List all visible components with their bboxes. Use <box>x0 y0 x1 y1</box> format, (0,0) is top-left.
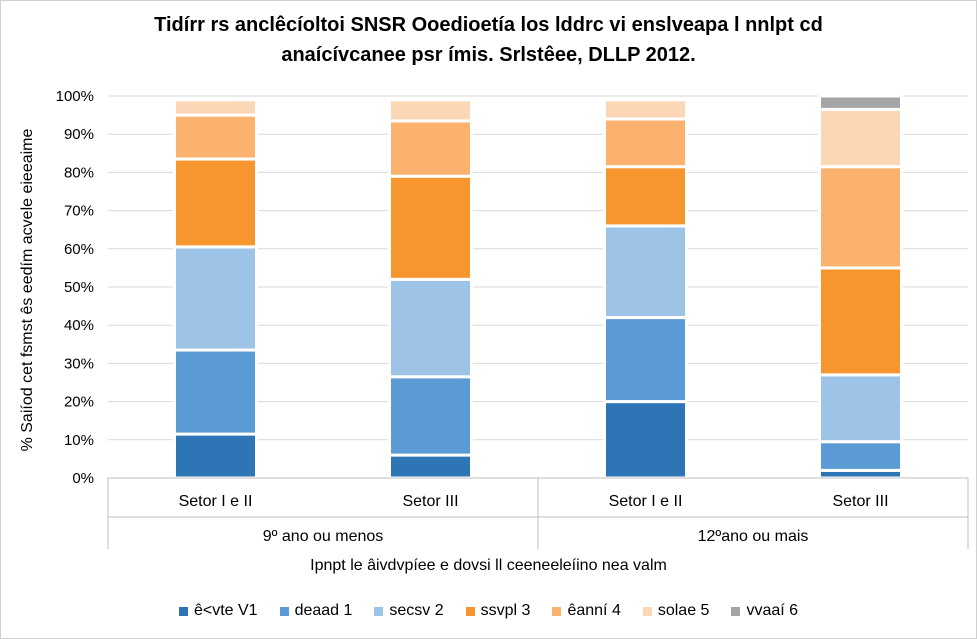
bar-segment <box>173 245 258 352</box>
legend-swatch <box>465 606 475 616</box>
legend-label: ssvpl 3 <box>480 602 531 619</box>
bar-segment <box>173 98 258 117</box>
legend-swatch <box>552 606 562 616</box>
bar-segment <box>173 348 258 436</box>
bar-segment <box>603 316 688 404</box>
y-tick-label: 100% <box>56 88 94 105</box>
legend-item: secsv 2 <box>374 602 444 620</box>
legend-swatch <box>279 606 289 616</box>
legend-item: ê<vte V1 <box>178 602 258 620</box>
legend-item: solae 5 <box>642 602 710 620</box>
legend-swatch <box>642 606 652 616</box>
bar-segment <box>818 440 903 472</box>
legend-label: vvaaí 6 <box>746 602 799 619</box>
bar-segment <box>603 117 688 169</box>
bar-segment <box>603 224 688 320</box>
bar-segment <box>603 165 688 228</box>
legend-label: êanní 4 <box>567 602 621 619</box>
legend-label: solae 5 <box>657 602 710 619</box>
bar-segment <box>173 157 258 249</box>
y-tick-label: 20% <box>64 394 94 411</box>
x-tick-label: Setor I e II <box>609 493 683 510</box>
bar-segment <box>818 373 903 444</box>
legend-item: vvaaí 6 <box>731 602 798 620</box>
y-tick-label: 30% <box>64 355 94 372</box>
bar-segment <box>388 174 473 281</box>
legend-swatch <box>374 606 384 616</box>
bar-segment <box>603 98 688 121</box>
x-axis-label: Ipnpt le âivdvpíee e dovsi ll ceeneeleíi… <box>310 557 667 574</box>
legend-item: deaad 1 <box>279 602 353 620</box>
legend-label: secsv 2 <box>389 602 444 619</box>
y-tick-label: 70% <box>64 203 94 220</box>
bar-segment <box>818 165 903 270</box>
legend-label: deaad 1 <box>294 602 353 619</box>
bar-segment <box>173 432 258 480</box>
y-tick-label: 50% <box>64 279 94 296</box>
legend-swatch <box>178 606 188 616</box>
chart-title-line-1: Tidírr rs anclêcíoltoi SNSR Ooedioetía l… <box>154 14 823 36</box>
bar-segment <box>388 375 473 457</box>
chart-title-line-2: anaícívcanee psr ímis. Srlstêee, DLLP 20… <box>281 44 696 66</box>
bar-segment <box>818 107 903 169</box>
bar-segment <box>818 266 903 377</box>
legend-label: ê<vte V1 <box>193 602 258 619</box>
x-tick-label: Setor III <box>832 493 888 510</box>
y-tick-label: 0% <box>72 470 94 487</box>
group-label: 9º ano ou menos <box>263 528 384 545</box>
x-tick-label: Setor I e II <box>179 493 253 510</box>
y-tick-label: 80% <box>64 164 94 181</box>
y-tick-label: 90% <box>64 126 94 143</box>
x-tick-label: Setor III <box>402 493 458 510</box>
bar-segment <box>388 277 473 379</box>
bar-segment <box>818 94 903 111</box>
bar-segment <box>388 453 473 480</box>
bar-segment <box>603 400 688 480</box>
group-label: 12ºano ou mais <box>698 528 809 545</box>
legend-item: ssvpl 3 <box>465 602 531 620</box>
y-tick-label: 60% <box>64 241 94 258</box>
bar-segment <box>388 119 473 178</box>
y-tick-label: 40% <box>64 317 94 334</box>
legend-item: êanní 4 <box>552 602 621 620</box>
legend-swatch <box>731 606 741 616</box>
bar-segment <box>173 113 258 161</box>
y-tick-label: 10% <box>64 432 94 449</box>
bar-segment <box>388 98 473 123</box>
legend: ê<vte V1 deaad 1 secsv 2 ssvpl 3 êanní 4 sola… <box>0 602 977 620</box>
